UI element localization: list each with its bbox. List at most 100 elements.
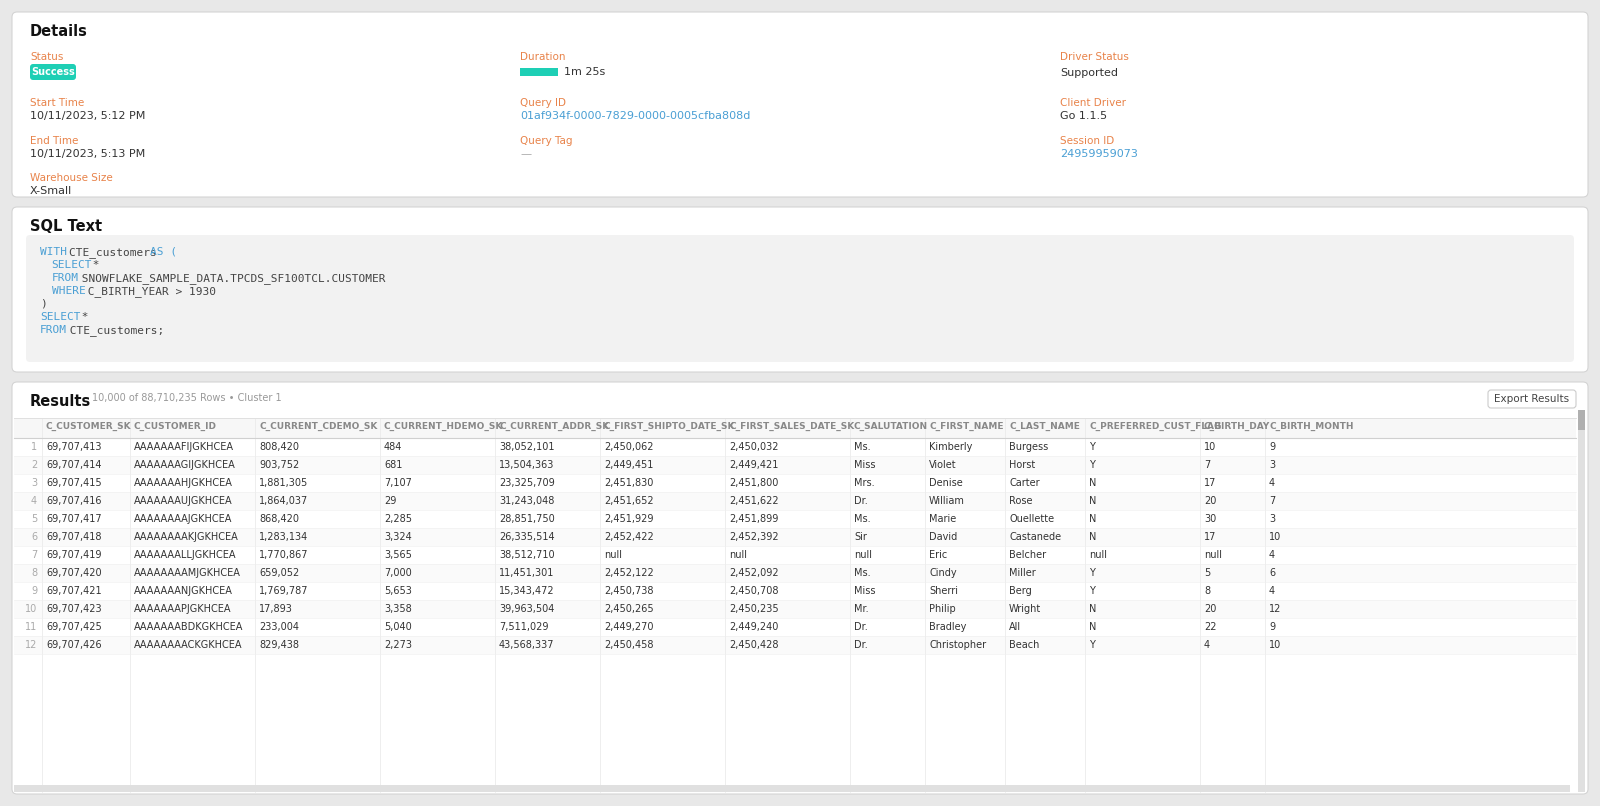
Text: Client Driver: Client Driver [1059,98,1126,108]
Text: 3,358: 3,358 [384,604,411,614]
Text: 7: 7 [30,550,37,560]
Text: 7,107: 7,107 [384,478,411,488]
Text: Dr.: Dr. [854,496,867,506]
Text: William: William [930,496,965,506]
FancyBboxPatch shape [26,235,1574,362]
Text: Mr.: Mr. [854,604,869,614]
Text: 28,851,750: 28,851,750 [499,514,555,524]
Text: 2,449,240: 2,449,240 [730,622,778,632]
Text: 38,512,710: 38,512,710 [499,550,555,560]
Text: AAAAAAAAMJGKHCEA: AAAAAAAAMJGKHCEA [134,568,242,578]
Text: 2,450,235: 2,450,235 [730,604,779,614]
Text: Details: Details [30,24,88,39]
Text: 6: 6 [30,532,37,542]
Text: Kimberly: Kimberly [930,442,973,452]
Text: 7,000: 7,000 [384,568,411,578]
Text: 9: 9 [1269,442,1275,452]
Text: 1,770,867: 1,770,867 [259,550,309,560]
Bar [520,68,558,76]
Text: 10: 10 [1269,532,1282,542]
Text: 30: 30 [1205,514,1216,524]
Text: 4: 4 [1269,586,1275,596]
Text: 01af934f-0000-7829-0000-0005cfba808d: 01af934f-0000-7829-0000-0005cfba808d [520,111,750,121]
Text: 10/11/2023, 5:12 PM: 10/11/2023, 5:12 PM [30,111,146,121]
Text: 2,273: 2,273 [384,640,413,650]
Text: null: null [730,550,747,560]
Text: 2,451,622: 2,451,622 [730,496,779,506]
Text: C_FIRST_NAME: C_FIRST_NAME [930,422,1003,431]
Text: 2: 2 [30,460,37,470]
Bar [14,618,1576,636]
Text: 484: 484 [384,442,402,452]
FancyBboxPatch shape [30,64,77,80]
Text: Query ID: Query ID [520,98,566,108]
Text: 681: 681 [384,460,402,470]
Text: Marie: Marie [930,514,957,524]
Text: 10/11/2023, 5:13 PM: 10/11/2023, 5:13 PM [30,149,146,159]
Text: 9: 9 [30,586,37,596]
Bar [14,546,1576,564]
Text: 9: 9 [1269,622,1275,632]
Text: WHERE: WHERE [51,286,85,296]
Text: 13,504,363: 13,504,363 [499,460,554,470]
Text: 5,040: 5,040 [384,622,411,632]
Bar [14,582,1576,600]
Text: 2,449,421: 2,449,421 [730,460,778,470]
Text: 2,450,738: 2,450,738 [605,586,653,596]
Text: 5: 5 [30,514,37,524]
Text: 4: 4 [1205,640,1210,650]
Text: C_BIRTH_MONTH: C_BIRTH_MONTH [1269,422,1354,431]
Bar [14,510,1576,528]
Text: 12: 12 [1269,604,1282,614]
Text: 2,450,708: 2,450,708 [730,586,779,596]
Text: FROM: FROM [51,273,78,283]
Text: 69,707,417: 69,707,417 [46,514,102,524]
Text: Status: Status [30,52,64,62]
Bar [14,528,1576,546]
Text: Horst: Horst [1010,460,1035,470]
Text: 2,451,800: 2,451,800 [730,478,778,488]
Text: N: N [1090,478,1096,488]
Text: 11: 11 [24,622,37,632]
Text: 20: 20 [1205,604,1216,614]
Text: Y: Y [1090,460,1094,470]
Bar [14,636,1576,654]
Text: C_CUSTOMER_SK: C_CUSTOMER_SK [46,422,131,431]
Text: Y: Y [1090,640,1094,650]
Text: 7: 7 [1205,460,1210,470]
Text: 8: 8 [1205,586,1210,596]
Text: Miss: Miss [854,460,875,470]
Bar [14,785,1570,792]
Text: 69,707,419: 69,707,419 [46,550,101,560]
Text: Sir: Sir [854,532,867,542]
Text: 1: 1 [30,442,37,452]
Text: 3: 3 [1269,514,1275,524]
Text: C_CUSTOMER_ID: C_CUSTOMER_ID [134,422,218,431]
Text: 2,451,899: 2,451,899 [730,514,778,524]
Text: 829,438: 829,438 [259,640,299,650]
Text: CTE_customers: CTE_customers [69,247,163,258]
Text: 69,707,421: 69,707,421 [46,586,102,596]
FancyBboxPatch shape [13,382,1587,794]
Text: 38,052,101: 38,052,101 [499,442,555,452]
Text: 7: 7 [1269,496,1275,506]
Text: 26,335,514: 26,335,514 [499,532,555,542]
Text: 11,451,301: 11,451,301 [499,568,554,578]
Text: 69,707,420: 69,707,420 [46,568,102,578]
Text: C_FIRST_SALES_DATE_SK: C_FIRST_SALES_DATE_SK [730,422,854,431]
Text: 3: 3 [1269,460,1275,470]
Text: null: null [1205,550,1222,560]
Text: Dr.: Dr. [854,640,867,650]
Text: AAAAAAANJGKHCEA: AAAAAAANJGKHCEA [134,586,234,596]
Text: C_FIRST_SHIPTO_DATE_SK: C_FIRST_SHIPTO_DATE_SK [605,422,736,431]
Text: AAAAAAALLJGKHCEA: AAAAAAALLJGKHCEA [134,550,237,560]
Text: 69,707,418: 69,707,418 [46,532,101,542]
Text: 3,565: 3,565 [384,550,411,560]
Text: 69,707,414: 69,707,414 [46,460,101,470]
Text: 8: 8 [30,568,37,578]
Text: 10: 10 [24,604,37,614]
Text: 1,864,037: 1,864,037 [259,496,309,506]
Text: SNOWFLAKE_SAMPLE_DATA.TPCDS_SF100TCL.CUSTOMER: SNOWFLAKE_SAMPLE_DATA.TPCDS_SF100TCL.CUS… [75,273,386,284]
Bar [14,438,1576,456]
Text: C_BIRTH_DAY: C_BIRTH_DAY [1205,422,1270,431]
